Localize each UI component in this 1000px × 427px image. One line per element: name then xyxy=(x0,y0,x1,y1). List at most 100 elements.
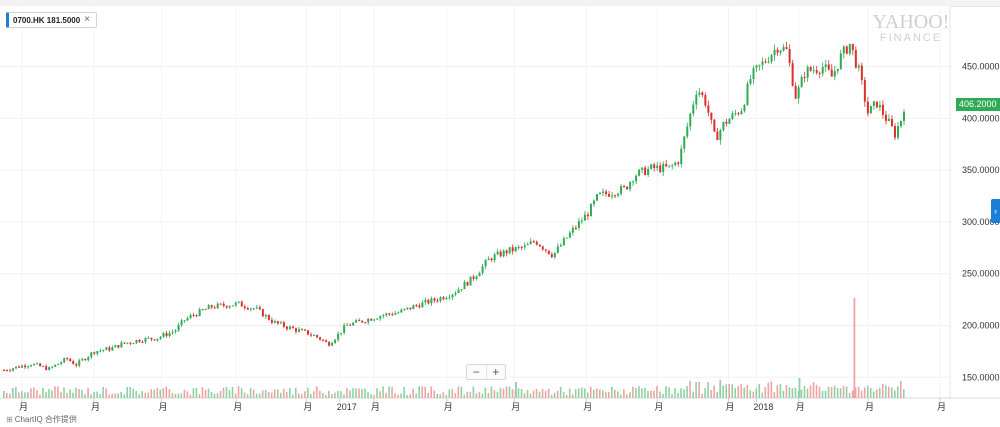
volume-bar xyxy=(761,392,764,398)
chartiq-credit[interactable]: ⊞ ChartIQ 合作提供 xyxy=(6,414,77,425)
zoom-in-button[interactable]: + xyxy=(485,365,506,379)
symbol-tag[interactable]: 0700.HK 181.5000 × xyxy=(6,12,98,28)
volume-bar xyxy=(695,382,697,398)
candle-body xyxy=(216,303,219,309)
y-tick-label: 250.0000 xyxy=(962,269,1000,279)
candle-body xyxy=(364,322,367,324)
volume-bar xyxy=(141,390,144,398)
volume-bar xyxy=(779,383,782,398)
volume-bar xyxy=(102,386,104,398)
volume-bar xyxy=(228,389,231,398)
candle-body xyxy=(403,308,406,310)
volume-bar xyxy=(526,390,529,398)
candle-body xyxy=(409,307,412,310)
volume-bar xyxy=(842,385,845,398)
volume-bar xyxy=(671,394,673,398)
volume-bar xyxy=(833,385,836,398)
volume-bar xyxy=(430,386,433,398)
volume-bar xyxy=(183,389,186,398)
candle-body xyxy=(761,61,764,66)
volume-bar xyxy=(36,390,38,398)
x-tick-label: 月 xyxy=(796,402,805,412)
zoom-out-button[interactable]: − xyxy=(472,365,480,379)
volume-bar xyxy=(282,388,285,398)
candle-body xyxy=(243,306,246,308)
candle-body xyxy=(475,276,478,279)
volume-spike xyxy=(798,378,801,398)
candle-body xyxy=(66,358,69,360)
candle-body xyxy=(123,342,126,344)
volume-bar xyxy=(821,390,824,398)
volume-bar xyxy=(457,386,460,398)
volume-bar xyxy=(424,386,427,398)
volume-bar xyxy=(132,388,135,398)
volume-bar xyxy=(728,383,731,398)
candle-body xyxy=(231,305,234,307)
volume-bar xyxy=(216,393,219,398)
candle-body xyxy=(198,309,201,317)
volume-bar xyxy=(508,386,511,398)
volume-bar xyxy=(156,387,159,398)
volume-bar xyxy=(776,385,779,398)
volume-bar xyxy=(138,394,141,398)
candle-body xyxy=(595,194,598,201)
candle-body xyxy=(448,297,451,299)
volume-spike xyxy=(719,380,722,398)
candle-body xyxy=(866,101,869,114)
volume-bar xyxy=(737,386,740,398)
volume-bar xyxy=(394,393,396,398)
candle-body xyxy=(385,313,388,316)
volume-bar xyxy=(517,388,520,398)
candle-body xyxy=(81,359,84,361)
y-axis: 150.0000 200.0000 250.0000 300.0000 350.0000… xyxy=(962,62,1000,383)
candle-body xyxy=(165,333,168,337)
candle-body xyxy=(701,92,704,96)
volume-bar xyxy=(698,381,700,398)
volume-bar xyxy=(869,388,872,398)
volume-bar xyxy=(484,387,487,398)
candle-body xyxy=(376,318,379,320)
candle-body xyxy=(352,322,355,326)
candle-body xyxy=(881,104,884,115)
volume-bar xyxy=(403,386,405,398)
candle-body xyxy=(544,249,547,251)
volume-bar xyxy=(397,394,399,398)
candle-body xyxy=(653,164,656,168)
volume-bar xyxy=(210,391,213,398)
volume-bar xyxy=(668,387,670,398)
x-tick-label: 月 xyxy=(865,402,874,412)
volume-bar xyxy=(782,390,785,398)
y-tick-label: 300.0000 xyxy=(962,217,1000,227)
candle-body xyxy=(589,204,592,217)
candle-body xyxy=(219,303,222,305)
candle-body xyxy=(24,365,27,368)
candle-body xyxy=(174,330,177,332)
chevron-right-icon[interactable]: › xyxy=(991,199,1000,223)
candle-body xyxy=(851,43,854,51)
volume-bar xyxy=(328,390,330,398)
volume-bar xyxy=(367,391,369,398)
volume-bar xyxy=(547,388,550,398)
candle-body xyxy=(623,186,626,188)
candle-body xyxy=(297,329,300,332)
candle-body xyxy=(12,368,15,371)
candle-body xyxy=(860,65,863,81)
volume-bar xyxy=(827,386,830,398)
volume-bar xyxy=(249,388,252,398)
candle-body xyxy=(812,70,815,72)
volume-bar xyxy=(875,389,878,398)
volume-bar xyxy=(662,393,664,398)
volume-bar xyxy=(601,390,604,398)
y-tick-label: 150.0000 xyxy=(962,372,1000,382)
candle-body xyxy=(358,320,361,322)
volume-bar xyxy=(391,386,393,398)
candle-body xyxy=(737,113,740,115)
candle-body xyxy=(334,339,337,343)
volume-bar xyxy=(358,388,360,398)
volume-bars xyxy=(3,298,905,398)
candle-body xyxy=(300,329,303,331)
candle-body xyxy=(490,258,493,261)
close-icon[interactable]: × xyxy=(84,14,91,25)
volume-bar xyxy=(54,386,56,398)
